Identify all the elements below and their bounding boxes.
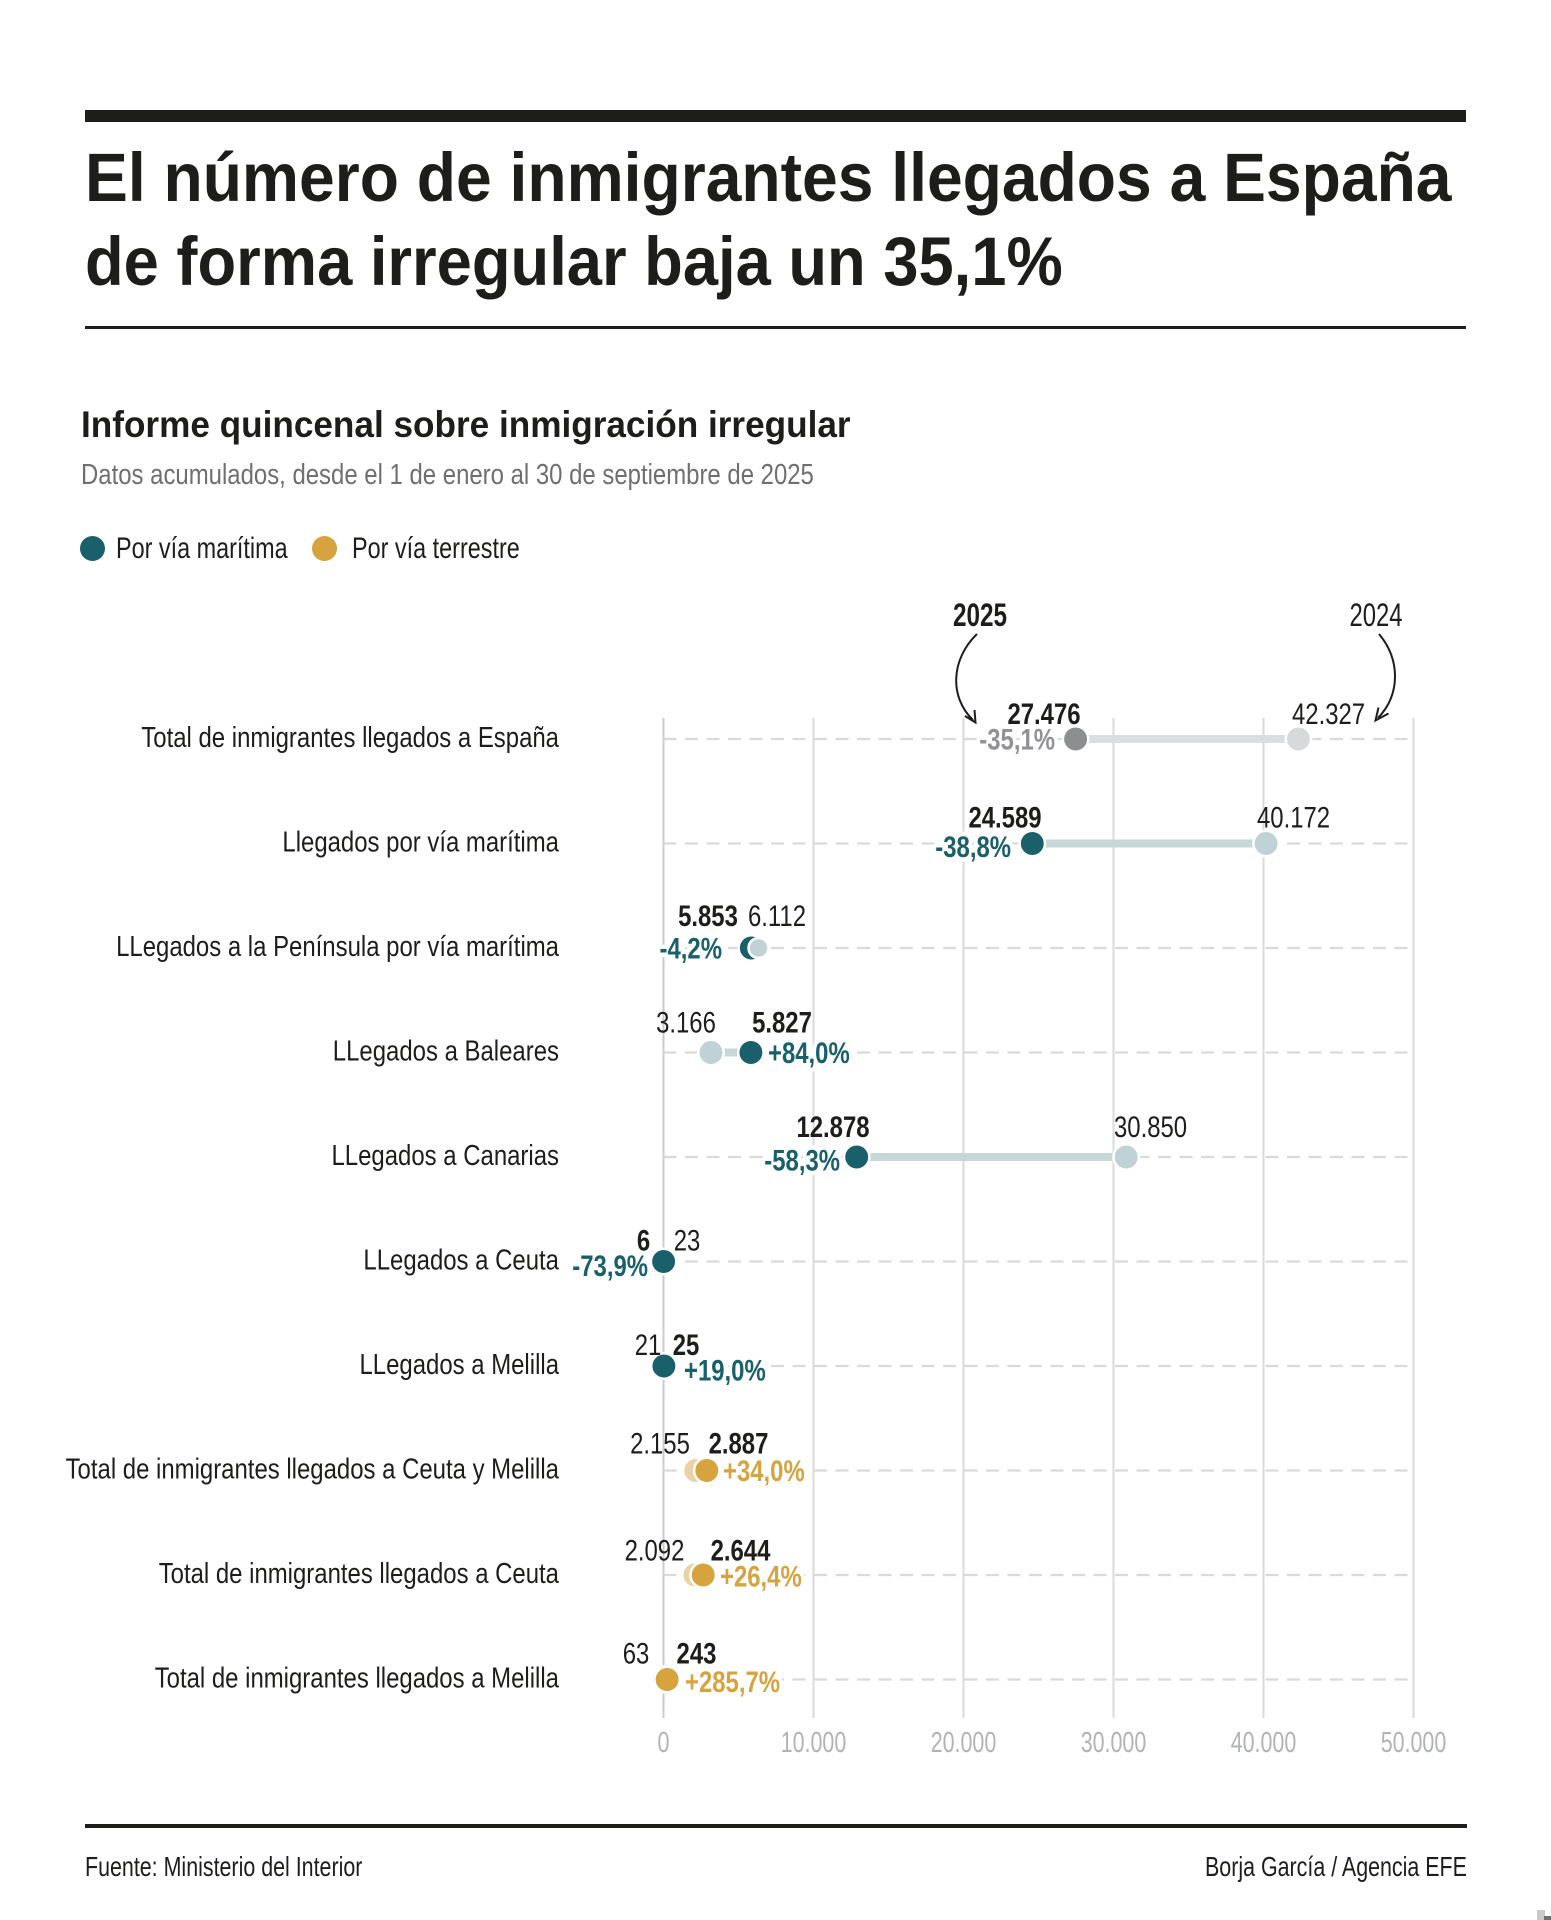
svg-text:2.092: 2.092 [625,1535,685,1568]
svg-text:LLegados a Baleares: LLegados a Baleares [333,1036,559,1068]
svg-text:-4,2%: -4,2% [660,933,723,966]
svg-text:5.827: 5.827 [752,1007,812,1040]
svg-text:42.327: 42.327 [1292,698,1365,731]
svg-text:LLegados a Ceuta: LLegados a Ceuta [363,1245,559,1277]
svg-text:2.644: 2.644 [711,1535,771,1568]
svg-text:Llegados por vía marítima: Llegados por vía marítima [282,827,559,859]
svg-text:30.850: 30.850 [1114,1111,1187,1144]
svg-text:+84,0%: +84,0% [768,1037,850,1070]
svg-text:+34,0%: +34,0% [723,1455,805,1488]
svg-text:2024: 2024 [1350,597,1403,633]
svg-text:6.112: 6.112 [748,900,806,933]
svg-text:2025: 2025 [953,597,1007,633]
svg-text:50.000: 50.000 [1381,1727,1447,1759]
svg-text:Total de inmigrantes llegados: Total de inmigrantes llegados a Ceuta y … [66,1454,560,1486]
svg-text:2.887: 2.887 [709,1428,769,1461]
svg-text:63: 63 [623,1638,650,1671]
svg-text:21: 21 [635,1329,662,1362]
svg-text:-35,1%: -35,1% [979,724,1055,757]
svg-text:24.589: 24.589 [968,802,1041,835]
svg-text:+19,0%: +19,0% [684,1355,766,1388]
svg-text:+285,7%: +285,7% [685,1666,780,1699]
svg-text:2.155: 2.155 [630,1428,690,1461]
svg-text:-73,9%: -73,9% [572,1250,648,1283]
svg-text:25: 25 [673,1329,700,1362]
svg-text:10.000: 10.000 [781,1727,847,1759]
svg-text:Total de inmigrantes llegados: Total de inmigrantes llegados a Melilla [155,1663,560,1695]
svg-text:20.000: 20.000 [931,1727,997,1759]
svg-text:LLegados a la Península por ví: LLegados a la Península por vía marítima [116,931,560,963]
svg-text:Total de inmigrantes llegados: Total de inmigrantes llegados a España [141,722,559,754]
svg-text:3.166: 3.166 [656,1007,716,1040]
svg-text:12.878: 12.878 [796,1111,869,1144]
svg-text:23: 23 [674,1225,701,1258]
svg-text:27.476: 27.476 [1007,698,1080,731]
svg-text:Total de inmigrantes llegados: Total de inmigrantes llegados a Ceuta [159,1558,560,1590]
svg-text:0: 0 [658,1727,670,1759]
svg-text:-58,3%: -58,3% [764,1145,840,1178]
svg-text:6: 6 [637,1225,650,1258]
svg-text:5.853: 5.853 [678,900,738,933]
svg-text:LLegados a Melilla: LLegados a Melilla [360,1349,560,1381]
svg-text:LLegados a Canarias: LLegados a Canarias [332,1140,560,1172]
svg-text:40.000: 40.000 [1231,1727,1297,1759]
svg-text:30.000: 30.000 [1081,1727,1147,1759]
svg-text:40.172: 40.172 [1257,802,1330,835]
svg-text:-38,8%: -38,8% [935,831,1011,864]
svg-text:243: 243 [677,1638,717,1671]
svg-text:+26,4%: +26,4% [720,1561,802,1594]
